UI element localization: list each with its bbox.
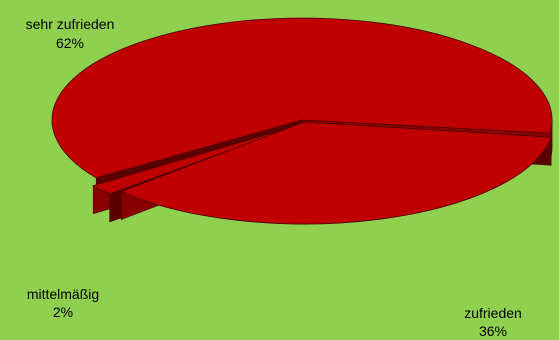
pie-slice-top <box>51 17 553 179</box>
slice-label-group-sehr-zufrieden: sehr zufrieden 62% <box>26 16 115 51</box>
pie-slice-zufrieden <box>120 121 552 225</box>
slice-label-zufrieden: zufrieden <box>464 305 522 321</box>
slice-label-group-mittelmaessig: mittelmäßig 2% <box>27 286 99 320</box>
slice-label-mittelmaessig: mittelmäßig <box>27 286 99 302</box>
slice-value-zufrieden: 36% <box>479 323 507 339</box>
slice-value-mittelmaessig: 2% <box>53 304 73 320</box>
pie-slice-top <box>120 121 552 225</box>
slice-value-sehr-zufrieden: 62% <box>56 35 84 51</box>
slice-label-sehr-zufrieden: sehr zufrieden <box>26 16 115 32</box>
pie-slice-top <box>92 125 297 195</box>
slice-label-group-zufrieden: zufrieden 36% <box>464 305 522 339</box>
pie-slices <box>51 17 553 225</box>
